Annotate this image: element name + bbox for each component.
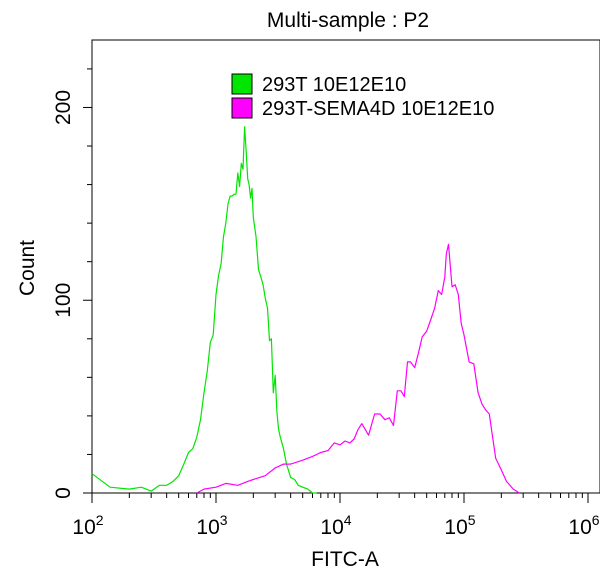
x-tick-exponent: 6 — [592, 512, 600, 528]
x-tick-base: 10 — [320, 516, 343, 539]
x-tick-base: 10 — [568, 516, 591, 539]
chart-title: Multi-sample : P2 — [267, 9, 429, 32]
legend-swatch-1 — [231, 97, 253, 119]
y-axis-title: Count — [16, 240, 39, 296]
x-tick-label: 102 — [72, 512, 103, 539]
x-tick-label: 106 — [568, 512, 599, 539]
y-tick-label: 0 — [52, 487, 75, 499]
x-tick-exponent: 3 — [220, 512, 228, 528]
x-tick-base: 10 — [72, 516, 95, 539]
x-tick-exponent: 5 — [468, 512, 476, 528]
legend-label-0: 293T 10E12E10 — [262, 74, 406, 96]
x-axis-title: FITC-A — [311, 548, 379, 571]
x-tick-exponent: 4 — [344, 512, 352, 528]
x-axis: 102 103 104 105 106 — [72, 493, 600, 539]
x-tick-exponent: 2 — [96, 512, 104, 528]
plot-frame — [91, 39, 600, 494]
x-tick-label: 104 — [320, 512, 351, 539]
y-axis: 0 100 200 — [52, 68, 92, 499]
series-line-0 — [91, 126, 317, 494]
x-tick-label: 103 — [196, 512, 227, 539]
legend-label-1: 293T-SEMA4D 10E12E10 — [262, 98, 494, 120]
legend-swatch-0 — [231, 73, 253, 95]
series-line-1 — [196, 243, 520, 494]
x-tick-base: 10 — [196, 516, 219, 539]
y-tick-label: 100 — [52, 283, 75, 318]
x-tick-base: 10 — [444, 516, 467, 539]
series-layer — [91, 126, 520, 494]
y-tick-label: 200 — [52, 90, 75, 125]
x-tick-label: 105 — [444, 512, 475, 539]
